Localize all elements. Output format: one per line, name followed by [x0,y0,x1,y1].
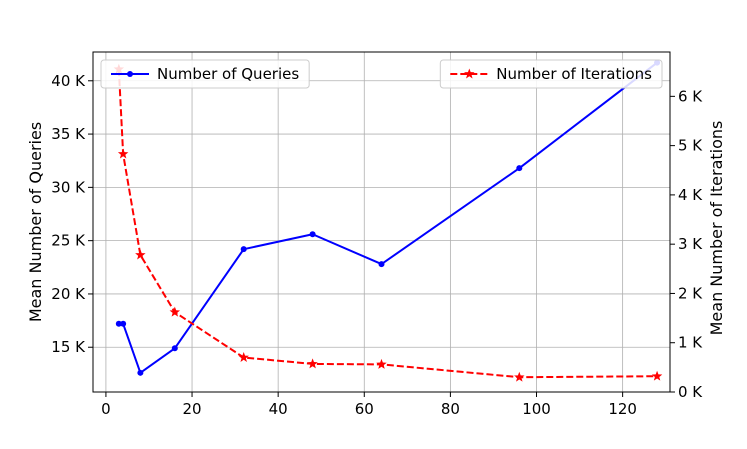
grid [93,52,670,392]
y-tick-label-left: 15 K [51,338,86,356]
y-tick-label-left: 25 K [51,232,86,250]
data-point [120,320,127,327]
y-tick-label-right: 2 K [678,284,703,302]
x-tick-label: 20 [182,400,201,418]
data-point [135,249,146,260]
y-tick-label-right: 0 K [678,383,703,401]
plot-frame [92,51,671,393]
legend-marker [127,71,133,77]
data-point [171,345,178,352]
x-tick-label: 40 [269,400,288,418]
data-point [240,246,247,253]
data-point [307,358,318,369]
data-point [169,306,181,317]
legend-box [100,59,310,89]
legend-box [439,59,663,89]
data-point [137,369,144,376]
x-tick-label: 100 [522,400,551,418]
series-layer [113,59,663,382]
y-axis-label-right: Mean Number of Iterations [707,121,726,336]
y-axis-label-left: Mean Number of Queries [26,122,45,322]
x-tick-label: 80 [441,400,460,418]
legend-top-right: Number of Iterations [439,59,663,89]
data-point [514,371,525,382]
data-point [376,358,387,369]
y-tick-label-left: 30 K [51,178,86,196]
y-tick-label-right: 5 K [678,137,703,155]
data-point [378,261,385,268]
y-tick-label-left: 35 K [51,125,86,143]
legend-label: Number of Iterations [496,65,652,83]
data-point [651,370,663,381]
legend-marker [464,68,475,79]
x-tick-label: 0 [101,400,111,418]
data-point [309,231,316,238]
y-tick-label-right: 6 K [678,87,703,105]
legend-top-left: Number of Queries [100,59,310,89]
axes: 0 20 40 60 80 100 120 15 K 20 K 25 K 30 K 35 K 40 K 0… [51,72,703,418]
y-tick-label-right: 3 K [678,235,703,253]
data-point [516,165,523,172]
x-tick-label: 120 [608,400,637,418]
data-point [238,352,249,362]
data-point [117,148,129,159]
y-tick-label-right: 4 K [678,186,703,204]
x-tick-label: 60 [355,400,374,418]
legends: Number of Queries Number of Iterations [100,59,663,89]
data-point [115,320,122,327]
y-tick-label-left: 40 K [51,72,86,90]
y-tick-label-right: 1 K [678,334,703,352]
legend-label: Number of Queries [157,65,299,83]
y-tick-label-left: 20 K [51,285,86,303]
